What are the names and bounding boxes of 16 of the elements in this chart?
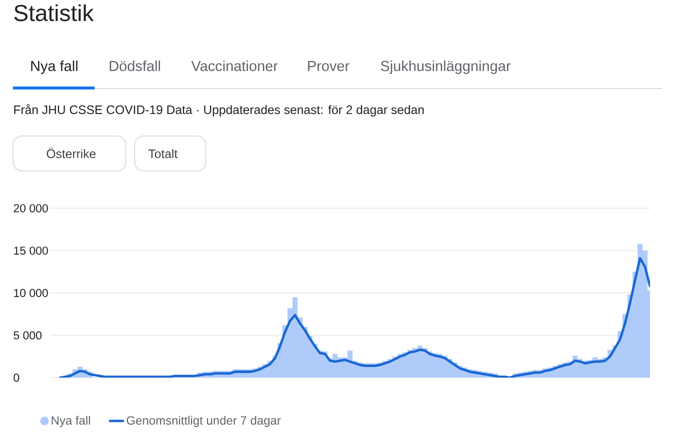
text: Dödsfall — [110, 60, 160, 72]
legend-label: Nya fall — [52, 416, 90, 428]
y-tick-label: 0 — [14, 374, 20, 382]
chart-subtitle: Från JHU CSSE COVID-19 Data · Uppdaterades senast: för 2 dagar sedan — [14, 104, 424, 117]
y-tick-label: 10 000 — [14, 288, 48, 298]
legend-label: Genomsnittligt under 7 dagar — [126, 416, 281, 428]
text: Sjukhusinläggningar — [380, 60, 511, 74]
text: Nya fall — [31, 60, 78, 74]
chart-title: Statistik — [14, 4, 94, 22]
text: Prover — [308, 61, 350, 72]
y-tick-label: 20 000 — [14, 204, 48, 212]
y-tick-label: 15 000 — [14, 246, 48, 255]
y-tick-label: 5 000 — [14, 331, 42, 340]
text: Totalt — [148, 149, 178, 158]
text: Österrike — [46, 148, 96, 158]
text: Vaccinationer — [191, 60, 278, 72]
